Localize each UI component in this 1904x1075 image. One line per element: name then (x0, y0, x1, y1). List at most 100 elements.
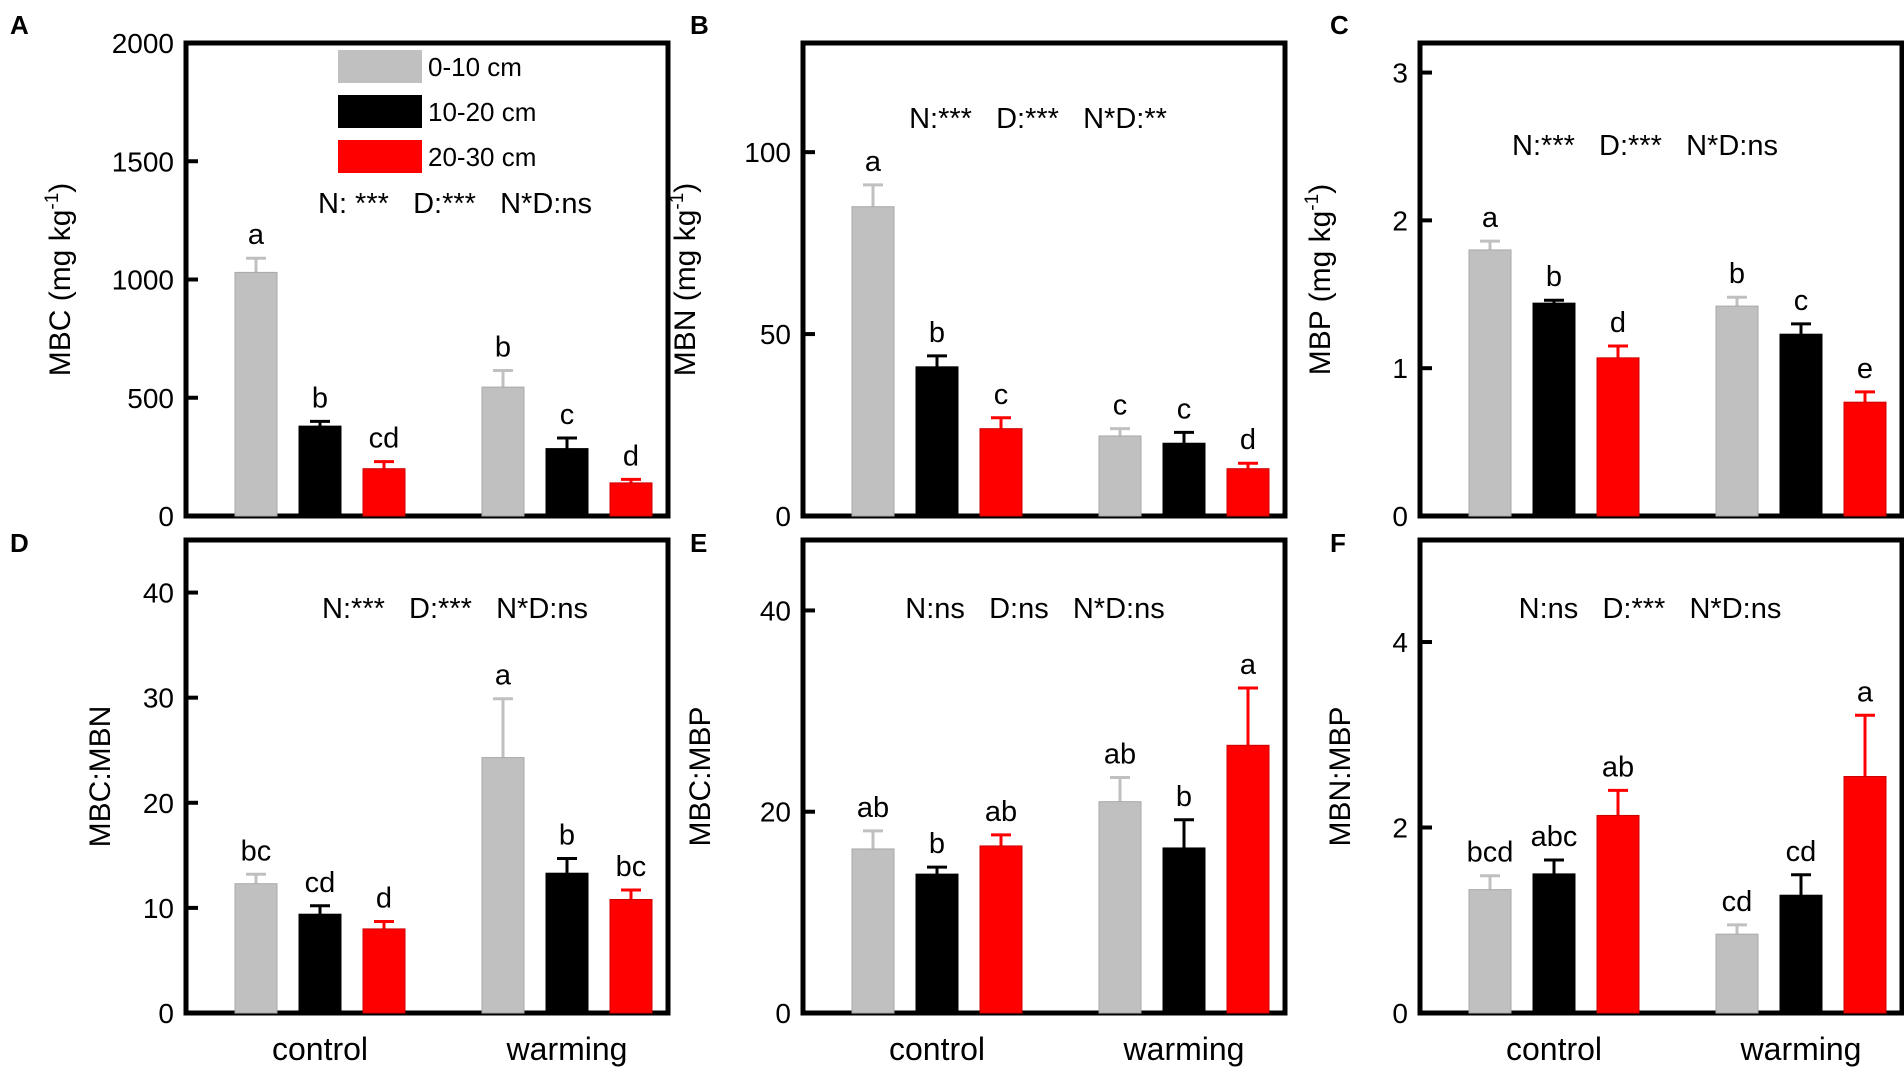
bar (851, 206, 895, 517)
y-tick-label: 3 (1392, 58, 1408, 89)
significance-letter: b (1176, 781, 1192, 813)
bar (1226, 744, 1270, 1014)
stats-annotation: N:ns D:ns N*D:ns (905, 593, 1164, 625)
legend: 0-10 cm 10-20 cm 20-30 cm (338, 50, 536, 173)
y-tick-label: 50 (760, 319, 791, 350)
significance-letter: c (1113, 390, 1128, 422)
significance-letter: bc (616, 851, 647, 883)
significance-letter: d (376, 883, 392, 915)
significance-letter: bcd (1467, 837, 1514, 869)
significance-letter: b (1729, 258, 1745, 290)
bar (1843, 401, 1887, 517)
bar (979, 428, 1023, 517)
bar (979, 845, 1023, 1014)
bar (234, 883, 278, 1014)
bar (545, 448, 589, 517)
bar (1162, 442, 1206, 517)
panel-b: B 0 50 100 MBN (mg kg-1) N:*** D:*** N*D:** a b… (667, 10, 1288, 532)
significance-letter: b (559, 819, 575, 851)
significance-letter: abc (1531, 821, 1578, 853)
bar (545, 872, 589, 1014)
bar (298, 425, 342, 517)
bar (362, 468, 406, 517)
bar (1596, 814, 1640, 1014)
significance-letter: ab (857, 792, 889, 824)
significance-letter: b (1546, 261, 1562, 293)
significance-letter: b (929, 828, 945, 860)
significance-letter: ab (1104, 739, 1136, 771)
legend-swatch (338, 140, 422, 173)
bar (1715, 305, 1759, 517)
bar (1779, 894, 1823, 1014)
bar (481, 757, 525, 1014)
y-axis-title-close: ) (669, 183, 702, 193)
legend-swatch (338, 50, 422, 83)
y-tick-label: 2 (1392, 813, 1408, 844)
bar (1468, 889, 1512, 1014)
bar (362, 928, 406, 1014)
significance-letter: d (1610, 307, 1626, 339)
x-group-label: control (889, 1031, 985, 1067)
bar (915, 873, 959, 1014)
y-tick-label: 2 (1392, 205, 1408, 236)
stats-annotation: N:ns D:*** N*D:ns (1519, 593, 1782, 625)
bar (1779, 333, 1823, 517)
significance-letter: a (1482, 202, 1499, 234)
bar (298, 913, 342, 1014)
y-tick-label: 20 (760, 797, 791, 828)
y-axis-title-close: ) (44, 183, 77, 193)
y-axis-title: MBP (mg kg-1) (1302, 184, 1337, 375)
significance-letter: a (248, 219, 265, 251)
y-tick-label: 4 (1392, 627, 1408, 658)
bar (915, 366, 959, 517)
significance-letter: cd (1722, 886, 1753, 918)
y-axis-title-close: ) (1304, 184, 1337, 194)
significance-letter: c (1177, 393, 1192, 425)
significance-letter: d (1240, 424, 1256, 456)
y-tick-label: 0 (775, 998, 791, 1029)
y-axis-title-main: MBP (mg kg (1304, 211, 1337, 376)
y-axis-title-superscript: -1 (667, 193, 688, 210)
significance-letter: c (1794, 285, 1809, 317)
significance-letter: b (495, 332, 511, 364)
bar (1226, 468, 1270, 517)
significance-letter: c (560, 399, 575, 431)
bar (1596, 357, 1640, 517)
significance-letter: bc (241, 835, 272, 867)
stats-annotation: N:*** D:*** N*D:ns (1512, 130, 1778, 162)
significance-letter: a (865, 146, 882, 178)
legend-swatch (338, 95, 422, 128)
y-tick-label: 0 (1392, 998, 1408, 1029)
y-tick-label: 20 (143, 788, 174, 819)
legend-label: 10-20 cm (428, 97, 536, 127)
significance-letter: e (1857, 353, 1873, 385)
y-axis-title-superscript: -1 (42, 193, 63, 210)
significance-letter: d (623, 440, 639, 472)
stats-annotation: N: *** D:*** N*D:ns (318, 188, 592, 220)
significance-letter: a (1240, 649, 1257, 681)
y-tick-label: 40 (760, 595, 791, 626)
panel-c: C 0 1 2 3 MBP (mg kg-1) N:*** D:*** N*D:ns a b d b… (1302, 10, 1904, 532)
significance-letter: b (312, 382, 328, 414)
bar (1098, 801, 1142, 1014)
legend-label: 20-30 cm (428, 142, 536, 172)
stats-annotation: N:*** D:*** N*D:ns (322, 593, 588, 625)
plot-frame (1417, 537, 1904, 1016)
plot-frame (800, 537, 1288, 1016)
panel-a: A 0 500 1000 1500 2000 MBC (mg kg-1) N: *** D:*… (10, 10, 671, 532)
y-axis-title-superscript: -1 (1302, 194, 1323, 211)
bar (1162, 847, 1206, 1014)
significance-letter: cd (305, 867, 336, 899)
significance-letter: ab (985, 796, 1017, 828)
significance-letter: a (1857, 676, 1874, 708)
bar (481, 386, 525, 517)
y-axis-title: MBN:MBP (1324, 706, 1357, 846)
plot-frame (800, 40, 1288, 519)
panel-label: F (1330, 528, 1346, 558)
y-axis-title: MBC (mg kg-1) (42, 183, 77, 377)
y-tick-label: 30 (143, 683, 174, 714)
x-group-label: warming (506, 1031, 628, 1067)
y-axis-title: MBN (mg kg-1) (667, 183, 702, 377)
y-tick-label: 2000 (112, 28, 174, 59)
